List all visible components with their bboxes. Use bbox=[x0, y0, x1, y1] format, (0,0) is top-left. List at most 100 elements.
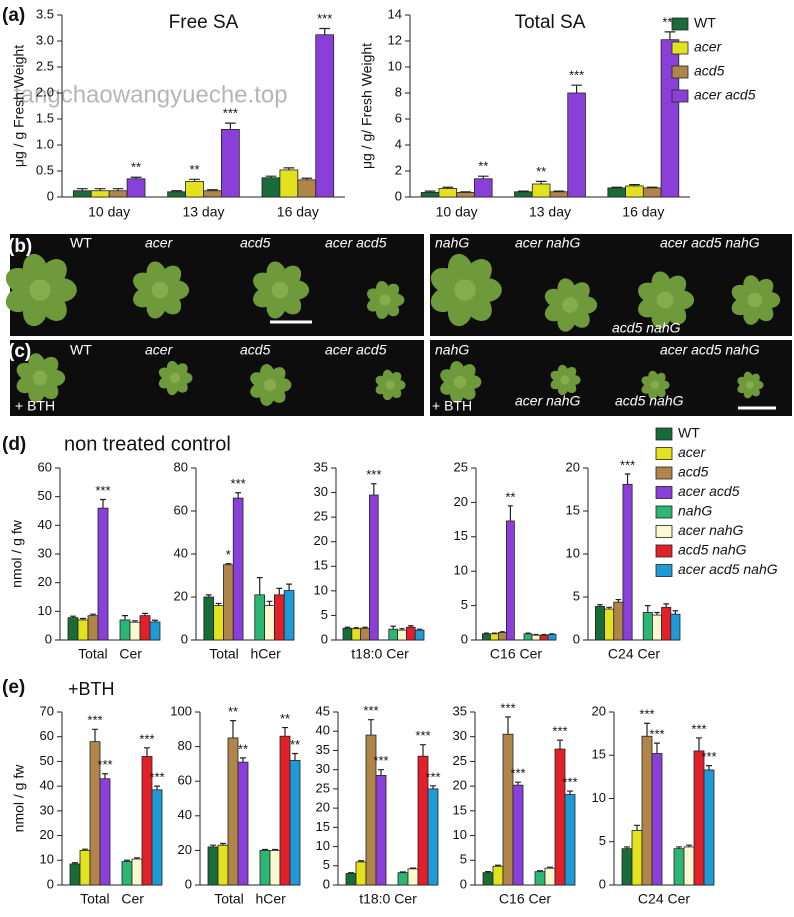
error-bar bbox=[615, 598, 622, 603]
error-bar bbox=[442, 186, 454, 189]
error-bar bbox=[240, 757, 246, 763]
significance: *** bbox=[425, 769, 440, 784]
legend-swatch bbox=[655, 505, 673, 519]
x-axis-label: Total Cer bbox=[80, 891, 144, 907]
error-bar bbox=[537, 870, 543, 872]
significance: *** bbox=[97, 757, 112, 772]
error-bar bbox=[82, 848, 88, 851]
x-axis-label: C24 Cer bbox=[608, 646, 660, 662]
legend-swatch bbox=[655, 525, 673, 538]
bar bbox=[227, 737, 239, 886]
error-bar bbox=[100, 498, 106, 509]
leaf bbox=[664, 275, 687, 299]
error-bar bbox=[72, 862, 78, 864]
y-tick-label: 20 bbox=[316, 800, 330, 815]
leaf bbox=[174, 363, 188, 378]
error-bar bbox=[515, 781, 521, 786]
bar bbox=[90, 190, 110, 198]
leaf bbox=[379, 294, 391, 306]
error-bar bbox=[672, 610, 679, 615]
error-bar bbox=[319, 27, 331, 35]
y-tick-label: 20 bbox=[174, 588, 188, 603]
error-bar bbox=[495, 864, 501, 867]
error-bar bbox=[301, 177, 313, 180]
bar bbox=[564, 794, 576, 886]
error-bar bbox=[368, 719, 374, 736]
error-bar bbox=[154, 785, 160, 790]
y-tick-label: 0 bbox=[47, 188, 54, 203]
y-tick-label: 15 bbox=[566, 502, 580, 517]
significance: *** bbox=[231, 476, 246, 491]
y-tick-label: 60 bbox=[174, 502, 188, 517]
bar bbox=[661, 606, 672, 641]
x-axis-label: C16 Cer bbox=[499, 891, 551, 907]
significance: *** bbox=[639, 707, 654, 722]
panel-label: (e) bbox=[2, 677, 25, 698]
legend-label: nahG bbox=[678, 503, 712, 519]
x-tick-label: 16 day bbox=[622, 204, 664, 220]
panel-label: (d) bbox=[2, 434, 26, 455]
significance: ** bbox=[505, 489, 515, 504]
bar bbox=[279, 735, 291, 886]
leaf bbox=[564, 366, 577, 380]
error-bar bbox=[112, 188, 124, 191]
error-bar bbox=[557, 739, 563, 750]
legend-label: acer acd5 bbox=[678, 483, 740, 499]
photo-label: acer nahG bbox=[515, 235, 580, 251]
bar bbox=[72, 190, 92, 198]
y-tick-label: 40 bbox=[174, 545, 188, 560]
y-tick-label: 10 bbox=[453, 827, 467, 842]
bar bbox=[279, 169, 299, 198]
y-tick-label: 35 bbox=[453, 703, 467, 718]
error-bar bbox=[90, 613, 96, 616]
y-tick-label: 30 bbox=[316, 761, 330, 776]
y-tick-label: 20 bbox=[592, 703, 606, 718]
y-tick-label: 10 bbox=[388, 58, 402, 73]
bar bbox=[456, 192, 475, 198]
y-tick-label: 0 bbox=[323, 876, 330, 891]
error-bar bbox=[420, 744, 426, 757]
y-tick-label: 2.5 bbox=[36, 58, 54, 73]
leaf bbox=[159, 265, 182, 289]
y-tick-label: 15 bbox=[592, 747, 606, 762]
bar bbox=[360, 627, 370, 641]
error-bar bbox=[132, 620, 138, 623]
bar bbox=[79, 850, 91, 886]
bar bbox=[693, 750, 705, 886]
y-tick-label: 0.5 bbox=[36, 162, 54, 177]
error-bar bbox=[94, 188, 106, 191]
heading: non treated control bbox=[64, 433, 231, 455]
error-bar bbox=[547, 866, 553, 869]
y-tick-label: 15 bbox=[316, 819, 330, 834]
legend-swatch bbox=[671, 65, 689, 79]
significance: ** bbox=[536, 164, 546, 179]
y-axis-label: μg / g/ Fresh Weight bbox=[359, 43, 375, 169]
bar bbox=[407, 868, 419, 886]
bar bbox=[151, 789, 163, 886]
error-bar bbox=[654, 742, 660, 754]
photo-label: acer acd5 nahG bbox=[660, 342, 760, 358]
panel-label: (b) bbox=[8, 236, 32, 257]
error-bar bbox=[399, 628, 405, 631]
leaf bbox=[384, 283, 400, 300]
x-axis-label: C16 Cer bbox=[490, 646, 542, 662]
photo-label: acer acd5 bbox=[325, 235, 387, 251]
bar bbox=[289, 760, 301, 886]
y-tick-label: 40 bbox=[316, 723, 330, 738]
bar bbox=[547, 634, 557, 641]
y-tick-label: 10 bbox=[592, 790, 606, 805]
y-tick-label: 0 bbox=[45, 631, 52, 646]
leaf bbox=[459, 364, 476, 381]
photo bbox=[10, 340, 424, 416]
significance: *** bbox=[149, 770, 164, 785]
error-bar bbox=[130, 176, 142, 179]
error-bar bbox=[207, 189, 218, 191]
bar bbox=[273, 594, 285, 641]
leaf bbox=[569, 282, 590, 304]
y-tick-label: 8 bbox=[395, 84, 402, 99]
error-bar bbox=[518, 190, 529, 192]
leaf bbox=[650, 380, 660, 390]
leaf bbox=[560, 375, 570, 385]
error-bar bbox=[144, 747, 150, 757]
significance: *** bbox=[649, 727, 664, 742]
